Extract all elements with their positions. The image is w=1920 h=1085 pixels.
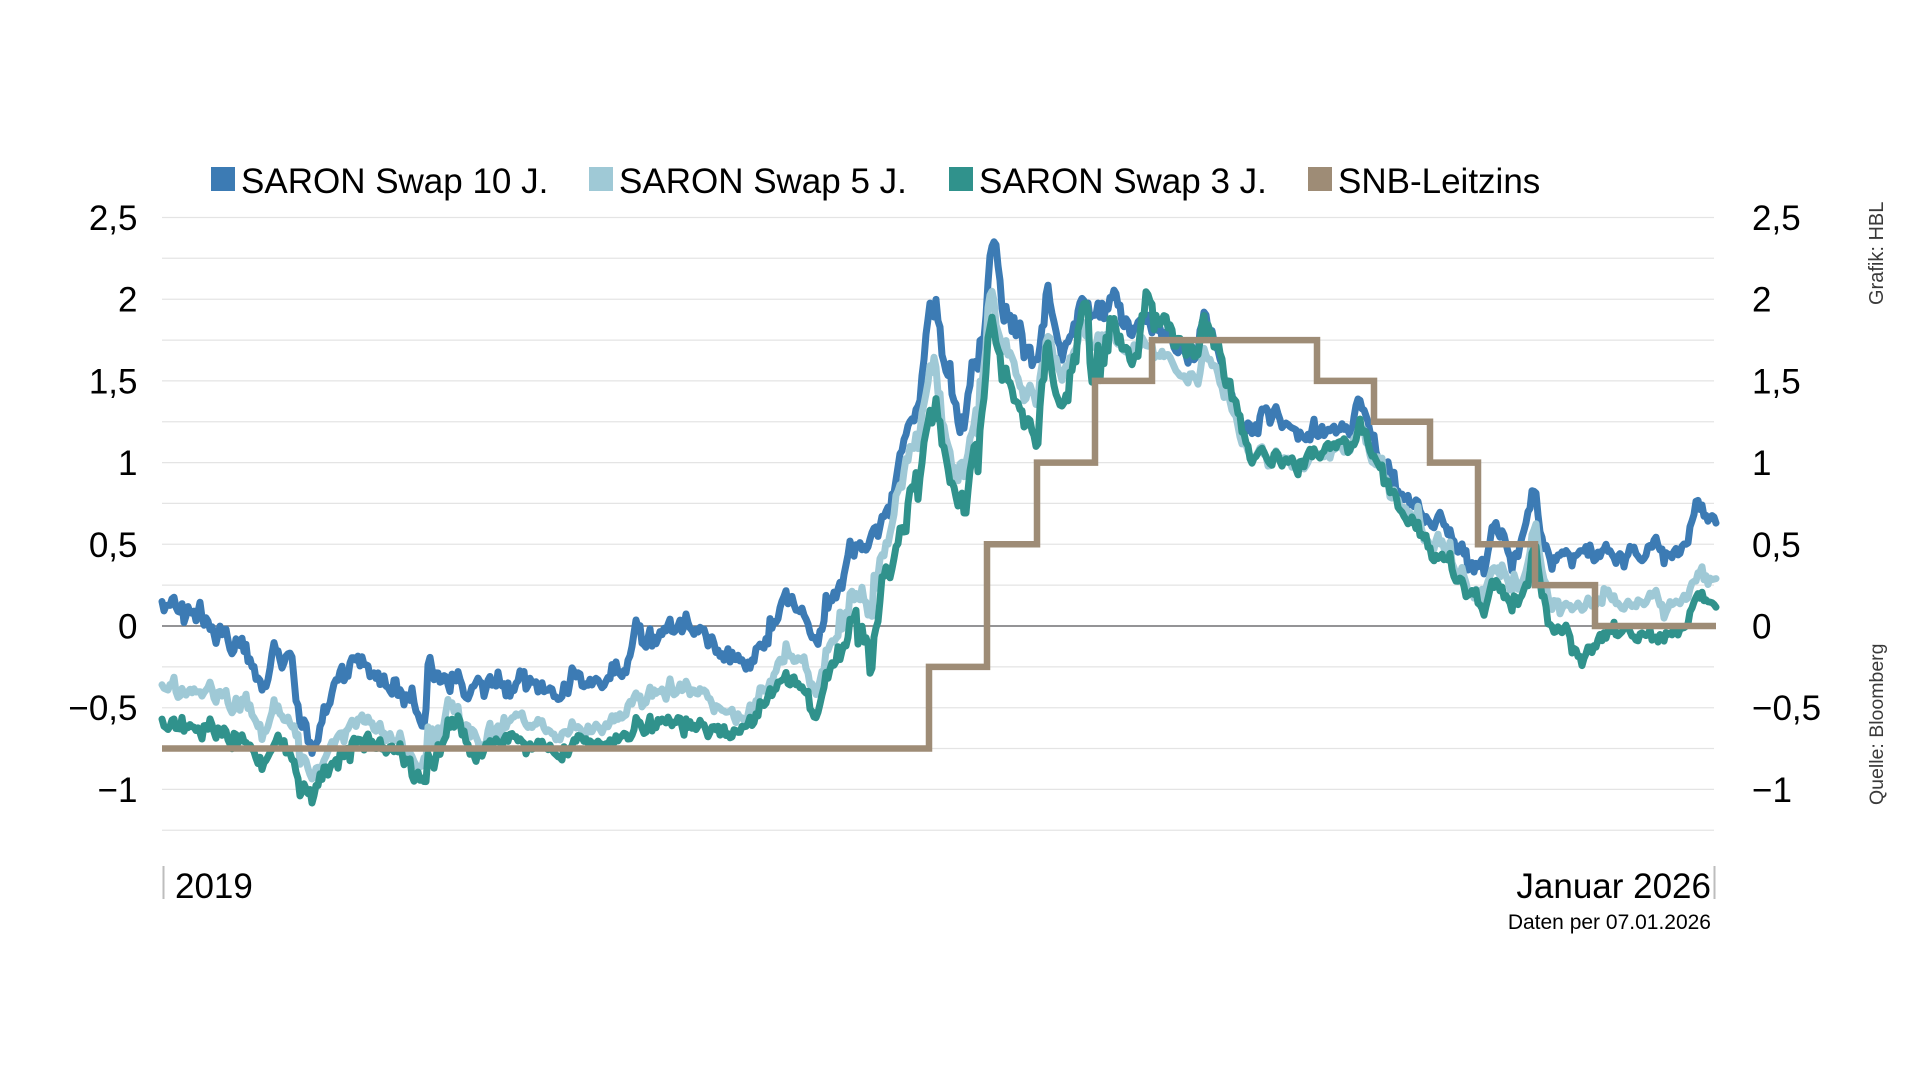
svg-text:Grafik: HBL: Grafik: HBL [1866,202,1888,305]
svg-text:−1: −1 [98,771,138,810]
svg-text:−1: −1 [1752,771,1792,810]
svg-text:1,5: 1,5 [89,362,138,401]
svg-text:Daten per 07.01.2026: Daten per 07.01.2026 [1508,911,1711,934]
svg-text:SARON Swap 10 J.: SARON Swap 10 J. [241,162,548,201]
svg-text:2: 2 [118,281,137,320]
svg-text:2: 2 [1752,281,1771,320]
svg-text:1: 1 [118,444,137,483]
svg-text:2,5: 2,5 [1752,199,1801,238]
svg-text:0,5: 0,5 [89,526,138,565]
svg-text:1,5: 1,5 [1752,362,1801,401]
svg-text:Januar 2026: Januar 2026 [1516,867,1711,906]
svg-text:SARON Swap 3 J.: SARON Swap 3 J. [979,162,1267,201]
svg-text:1: 1 [1752,444,1771,483]
svg-text:2019: 2019 [175,867,253,906]
svg-text:SNB-Leitzins: SNB-Leitzins [1338,162,1540,201]
svg-text:2,5: 2,5 [89,199,138,238]
svg-text:−0,5: −0,5 [1752,689,1821,728]
svg-text:Quelle: Bloomberg: Quelle: Bloomberg [1866,643,1888,805]
svg-text:0: 0 [118,608,137,647]
svg-text:−0,5: −0,5 [68,689,137,728]
svg-text:0,5: 0,5 [1752,526,1801,565]
svg-text:SARON Swap 5 J.: SARON Swap 5 J. [619,162,907,201]
svg-text:0: 0 [1752,608,1771,647]
